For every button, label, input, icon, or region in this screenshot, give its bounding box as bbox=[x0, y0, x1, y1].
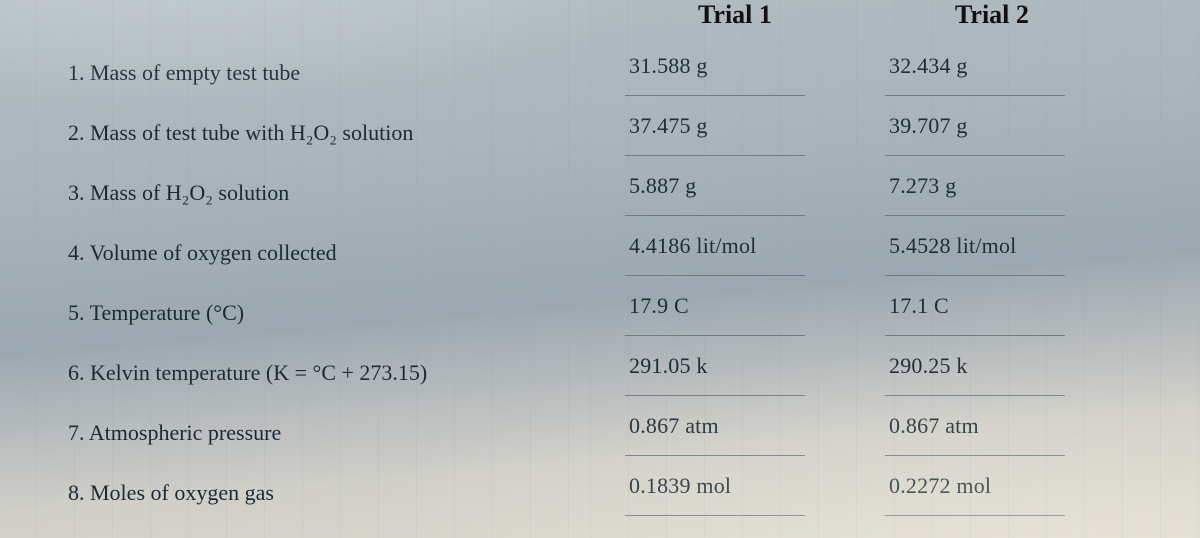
trial1-column: 31.588 g 37.475 g 5.887 g 4.4186 lit/mol… bbox=[625, 36, 805, 516]
trial2-value-7: 0.867 atm bbox=[885, 396, 1065, 456]
label-1: 1. Mass of empty test tube bbox=[68, 60, 427, 86]
trial1-value-2: 37.475 g bbox=[625, 96, 805, 156]
trial1-value-7: 0.867 atm bbox=[625, 396, 805, 456]
trial1-value-8: 0.1839 mol bbox=[625, 456, 805, 516]
column-header-trial2: Trial 2 bbox=[955, 0, 1029, 30]
trial2-column: 32.434 g 39.707 g 7.273 g 5.4528 lit/mol… bbox=[885, 36, 1065, 516]
trial1-value-3: 5.887 g bbox=[625, 156, 805, 216]
trial2-value-2: 39.707 g bbox=[885, 96, 1065, 156]
label-8: 8. Moles of oxygen gas bbox=[68, 480, 427, 506]
trial1-value-5: 17.9 C bbox=[625, 276, 805, 336]
trial2-value-1: 32.434 g bbox=[885, 36, 1065, 96]
label-6: 6. Kelvin temperature (K = °C + 273.15) bbox=[68, 360, 427, 386]
trial1-value-4: 4.4186 lit/mol bbox=[625, 216, 805, 276]
column-header-trial1: Trial 1 bbox=[698, 0, 772, 30]
trial2-value-4: 5.4528 lit/mol bbox=[885, 216, 1065, 276]
label-5: 5. Temperature (°C) bbox=[68, 300, 427, 326]
row-labels: 1. Mass of empty test tube 2. Mass of te… bbox=[68, 60, 427, 506]
label-4: 4. Volume of oxygen collected bbox=[68, 240, 427, 266]
trial1-value-1: 31.588 g bbox=[625, 36, 805, 96]
label-2: 2. Mass of test tube with H₂O₂ solution bbox=[68, 120, 427, 146]
label-7: 7. Atmospheric pressure bbox=[68, 420, 427, 446]
trial2-value-3: 7.273 g bbox=[885, 156, 1065, 216]
label-3: 3. Mass of H₂O₂ solution bbox=[68, 180, 427, 206]
trial2-value-6: 290.25 k bbox=[885, 336, 1065, 396]
trial2-value-8: 0.2272 mol bbox=[885, 456, 1065, 516]
trial2-value-5: 17.1 C bbox=[885, 276, 1065, 336]
trial1-value-6: 291.05 k bbox=[625, 336, 805, 396]
